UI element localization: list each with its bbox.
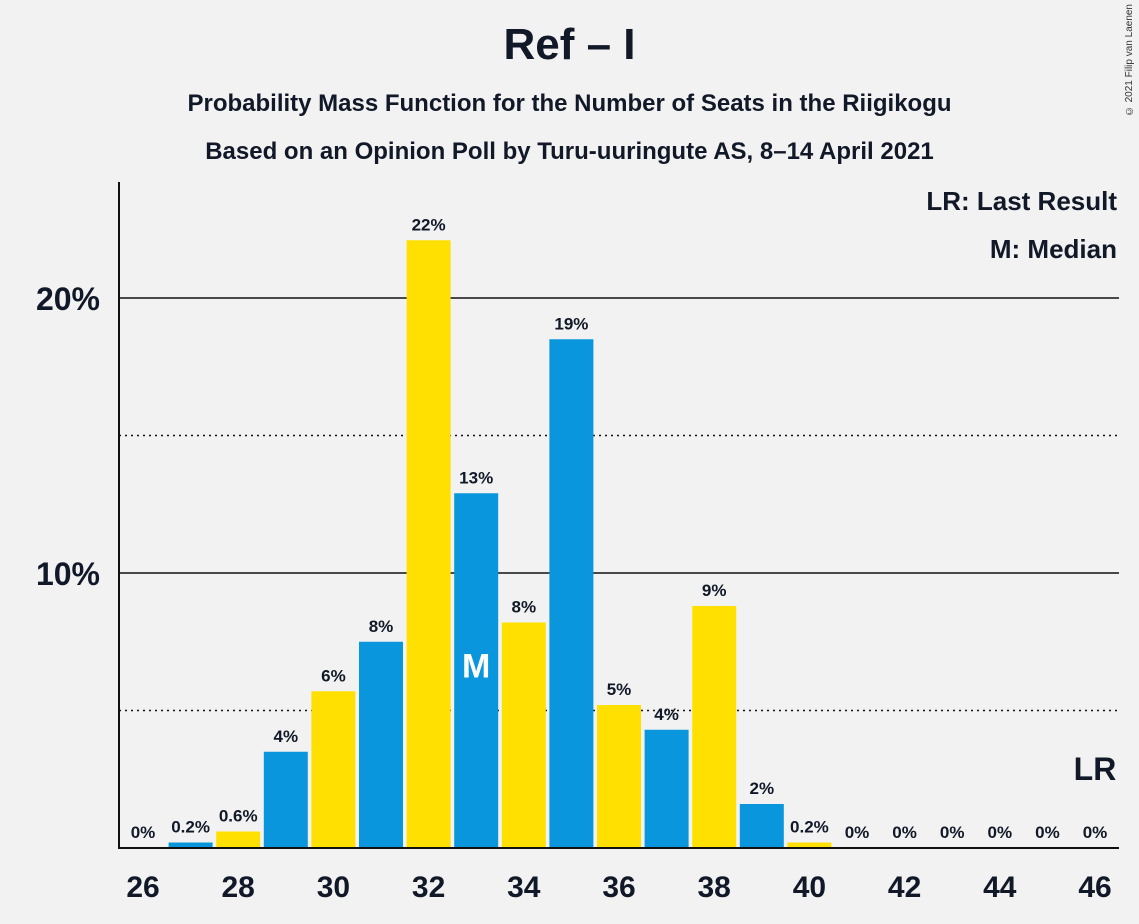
value-label-seat-34: 8%: [512, 598, 537, 617]
value-label-seat-41: 0%: [845, 823, 870, 842]
value-label-seat-30: 6%: [321, 666, 346, 685]
y-tick-label-10: 10%: [36, 556, 100, 592]
bars-group: [168, 240, 832, 848]
x-tick-label-42: 42: [888, 871, 921, 904]
bar-seat-27: [168, 842, 213, 848]
value-label-seat-36: 5%: [607, 680, 632, 699]
value-label-seat-46: 0%: [1083, 823, 1108, 842]
value-label-seat-42: 0%: [892, 823, 917, 842]
value-label-seat-37: 4%: [654, 705, 679, 724]
value-label-seat-44: 0%: [988, 823, 1013, 842]
value-label-seat-45: 0%: [1035, 823, 1060, 842]
bar-seat-38: [692, 606, 737, 848]
bar-seat-30: [311, 691, 356, 848]
x-tick-label-34: 34: [507, 871, 541, 904]
y-tick-label-20: 20%: [36, 281, 100, 317]
legend: LR: Last Result M: Median: [926, 186, 1117, 264]
bar-seat-33: [454, 493, 499, 848]
chart-subtitle: Probability Mass Function for the Number…: [187, 90, 952, 117]
value-label-seat-32: 22%: [412, 215, 446, 234]
value-label-seat-31: 8%: [369, 617, 394, 636]
x-tick-label-30: 30: [317, 871, 350, 904]
bar-seat-35: [549, 339, 594, 848]
bar-seat-37: [644, 729, 689, 848]
value-label-seat-40: 0.2%: [790, 818, 829, 837]
tick-labels: 10% 20% 26 28 30 32 34 36 38 40 42 44 46: [36, 281, 1112, 904]
bar-seat-36: [597, 705, 641, 848]
value-label-seat-26: 0%: [131, 823, 156, 842]
axes: [118, 182, 1119, 849]
value-label-seat-43: 0%: [940, 823, 965, 842]
value-label-seat-29: 4%: [274, 727, 299, 746]
x-tick-label-44: 44: [983, 871, 1017, 904]
value-label-seat-27: 0.2%: [171, 818, 210, 837]
legend-entry-1: M: Median: [990, 234, 1117, 264]
median-marker: M: [462, 648, 490, 686]
value-label-seat-33: 13%: [459, 468, 493, 487]
x-tick-label-40: 40: [793, 871, 826, 904]
value-label-seat-35: 19%: [554, 314, 588, 333]
value-label-seat-28: 0.6%: [219, 807, 258, 826]
legend-entry-0: LR: Last Result: [926, 186, 1117, 216]
value-label-seat-38: 9%: [702, 581, 727, 600]
bar-seat-32: [406, 240, 451, 848]
last-result-marker: LR: [1074, 751, 1117, 787]
x-tick-label-38: 38: [698, 871, 731, 904]
value-labels: 0% 0.2% 0.6% 4% 6% 8% 22% 13% 8% 19% 5% 4% 9% 2% 0.2% 0…: [131, 215, 1117, 842]
bar-seat-31: [359, 641, 403, 848]
chart-subtitle-poll: Based on an Opinion Poll by Turu-uuringu…: [205, 138, 934, 165]
bar-seat-28: [216, 831, 261, 848]
chart-title: Ref – I: [503, 20, 636, 69]
value-label-seat-39: 2%: [750, 779, 775, 798]
bar-seat-40: [787, 842, 832, 848]
bar-seat-34: [501, 622, 546, 848]
x-tick-label-28: 28: [222, 871, 255, 904]
x-tick-label-36: 36: [602, 871, 635, 904]
x-tick-label-32: 32: [412, 871, 445, 904]
x-tick-label-26: 26: [126, 871, 159, 904]
grid-lines: [119, 297, 1119, 712]
x-tick-label-46: 46: [1078, 871, 1111, 904]
bar-seat-39: [739, 804, 784, 848]
bar-seat-29: [263, 751, 308, 848]
